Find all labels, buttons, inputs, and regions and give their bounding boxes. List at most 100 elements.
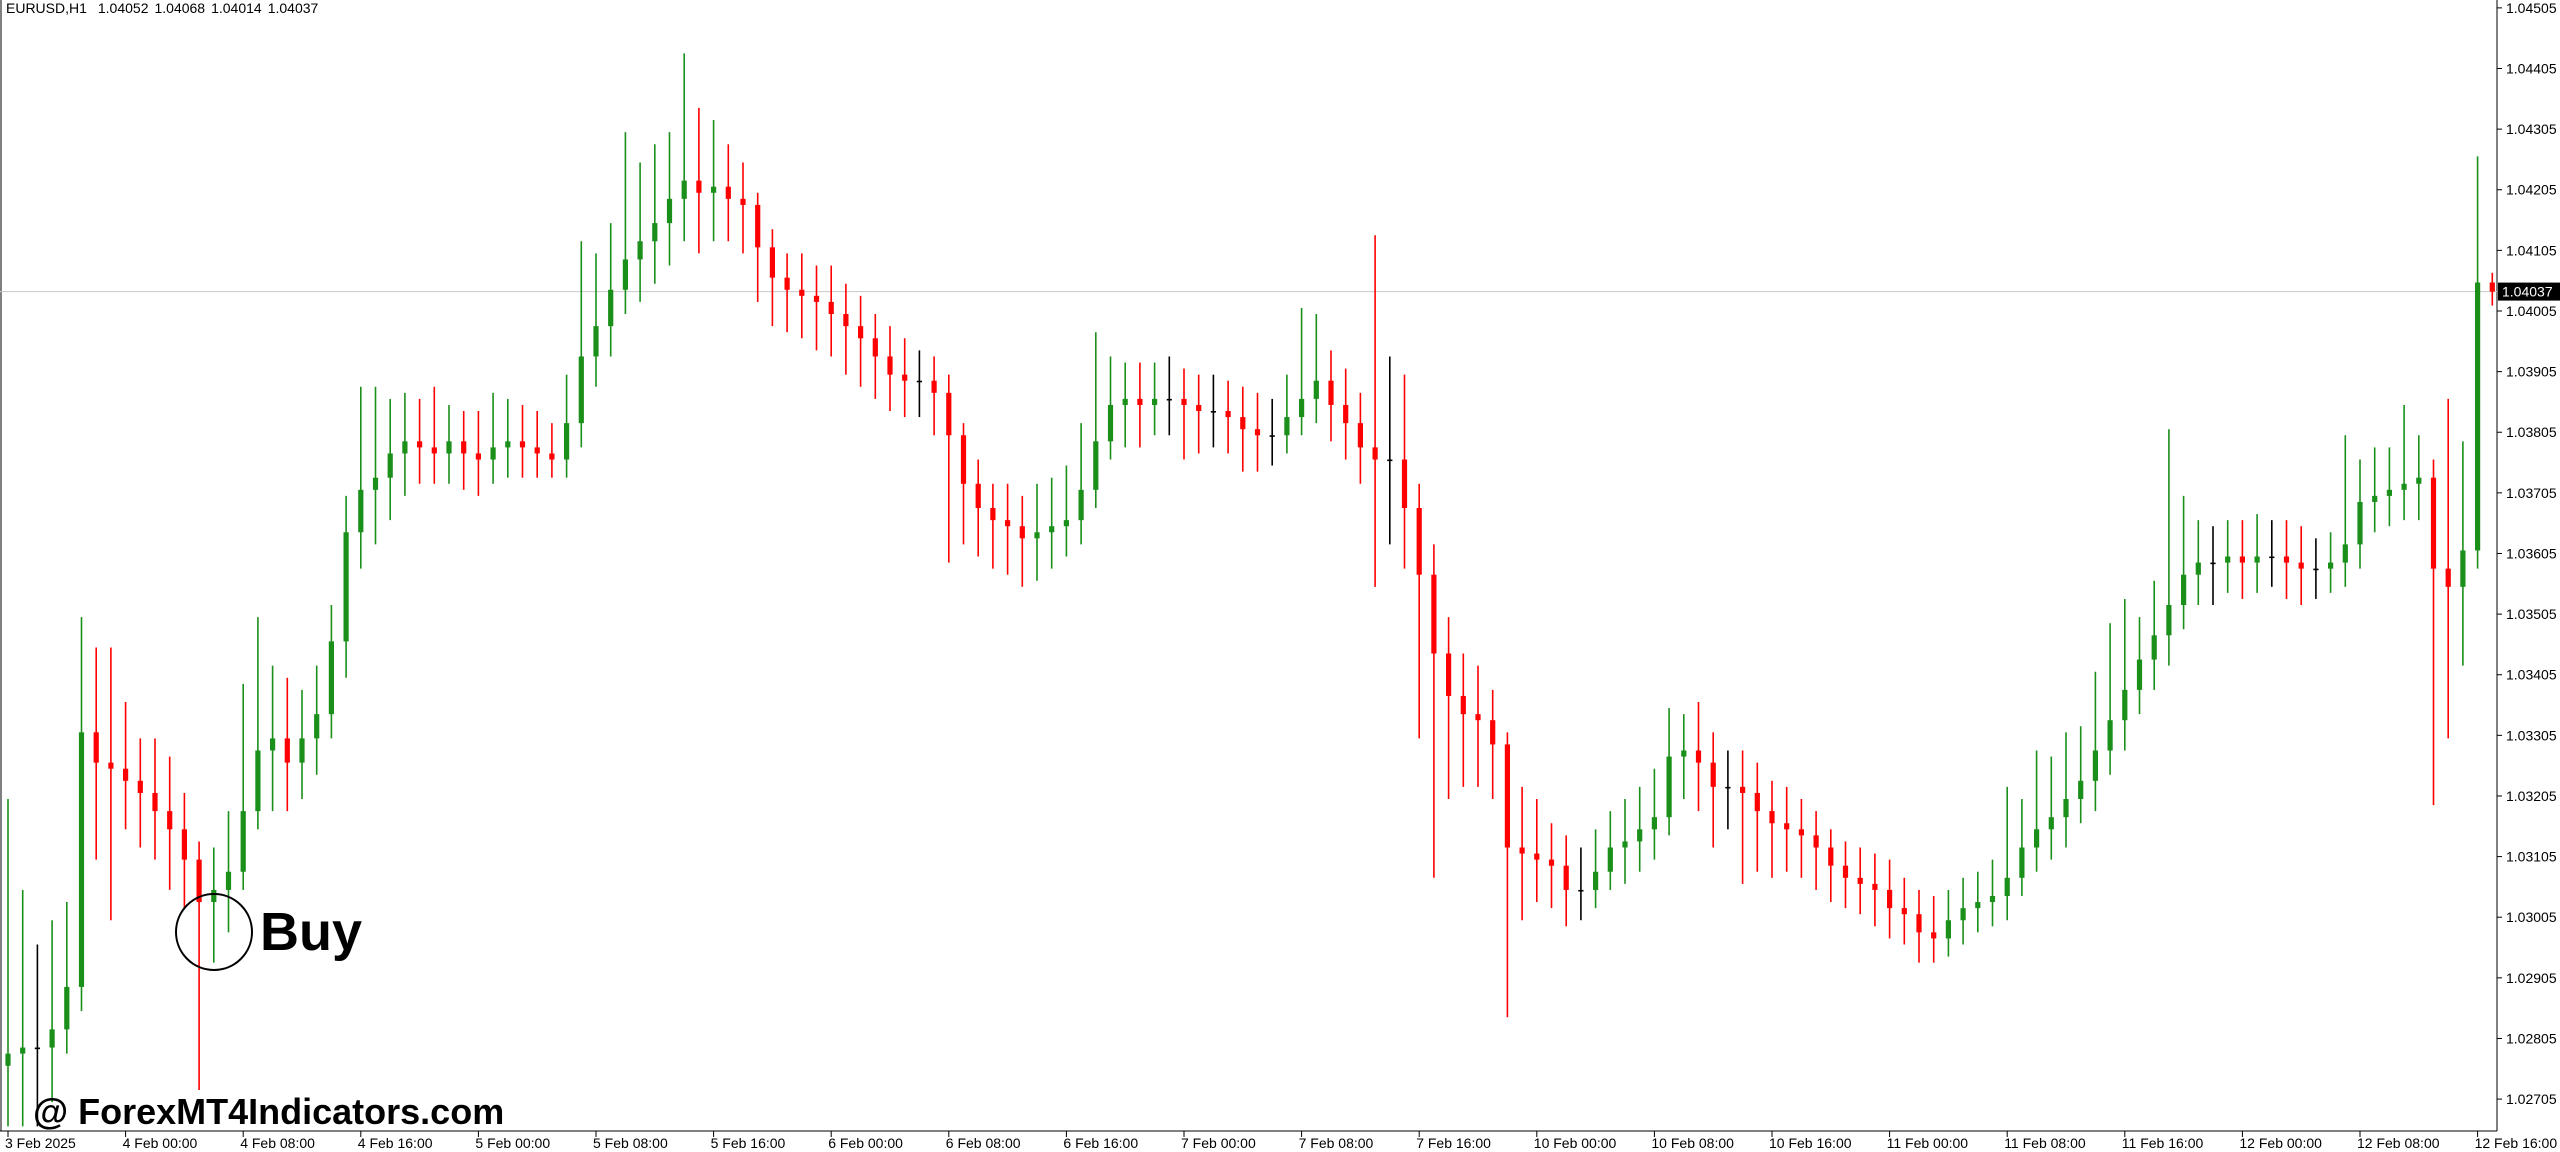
- candle-body: [1460, 695, 1466, 715]
- candle-body: [417, 441, 423, 448]
- x-tick-label: 11 Feb 00:00: [1887, 1135, 1969, 1151]
- candle-body: [666, 198, 673, 224]
- candle-body: [1284, 417, 1290, 436]
- y-tick-label: 1.04205: [2506, 182, 2557, 198]
- candle-body: [2283, 556, 2290, 563]
- candle-body: [225, 871, 232, 890]
- x-tick-label: 6 Feb 00:00: [828, 1135, 903, 1151]
- candle-body: [64, 986, 70, 1030]
- y-tick-label: 1.03105: [2506, 849, 2557, 865]
- candle-body: [711, 186, 717, 193]
- candle-body: [490, 447, 496, 460]
- candle-body: [299, 738, 305, 763]
- candle-body: [1093, 441, 1099, 490]
- y-tick-label: 1.04105: [2506, 242, 2557, 258]
- header-low: 1.04014: [211, 0, 262, 16]
- candle-body: [1931, 932, 1937, 939]
- candle-body: [123, 768, 129, 781]
- candle-body: [372, 477, 379, 490]
- candle-body: [1563, 865, 1569, 890]
- candle-body: [1152, 398, 1158, 405]
- candle-body: [49, 1029, 55, 1048]
- candle-body: [2386, 489, 2392, 496]
- candle-body: [2019, 847, 2025, 878]
- candle-body: [1431, 574, 1437, 654]
- candle-body: [343, 532, 349, 642]
- candle-body: [578, 356, 584, 424]
- y-tick-label: 1.02705: [2506, 1091, 2557, 1107]
- candle-body: [1578, 889, 1584, 892]
- x-tick-label: 5 Feb 16:00: [711, 1135, 786, 1151]
- current-price-label: 1.04037: [2502, 284, 2553, 300]
- header-open: 1.04052: [98, 0, 149, 16]
- candle-body: [240, 811, 246, 872]
- candle-body: [1872, 883, 1878, 890]
- candle-body: [1166, 398, 1172, 401]
- candle-body: [990, 508, 996, 521]
- candle-body: [505, 441, 511, 448]
- candle-body: [1784, 823, 1790, 830]
- y-tick-label: 1.03005: [2506, 909, 2557, 925]
- candle-body: [2357, 501, 2363, 545]
- candle-body: [2063, 799, 2069, 818]
- candle-body: [1372, 447, 1378, 460]
- candle-body: [1504, 744, 1510, 848]
- candle-body: [1343, 404, 1349, 424]
- candle-body: [960, 435, 967, 484]
- candle-body: [2445, 568, 2451, 587]
- candle-body: [20, 1047, 26, 1054]
- x-tick-label: 12 Feb 08:00: [2357, 1135, 2440, 1151]
- candle-body: [637, 241, 643, 260]
- candle-body: [314, 714, 320, 739]
- x-tick-label: 11 Feb 16:00: [2122, 1135, 2204, 1151]
- y-tick-label: 1.04005: [2506, 303, 2557, 319]
- candle-body: [1710, 762, 1716, 787]
- candle-body: [519, 441, 526, 448]
- y-tick-label: 1.02905: [2506, 970, 2557, 986]
- candle-body: [387, 453, 393, 478]
- header-close: 1.04037: [268, 0, 319, 16]
- candle-body: [1210, 411, 1216, 413]
- candle-body: [1548, 859, 1555, 866]
- candle-body: [211, 889, 217, 903]
- candle-body: [2092, 750, 2098, 781]
- candle-body: [2210, 562, 2216, 565]
- candle-body: [2225, 556, 2231, 563]
- candle-body: [1607, 847, 1613, 872]
- candle-body: [1049, 526, 1055, 533]
- candle-body: [843, 314, 849, 327]
- candle-body: [1313, 380, 1319, 399]
- candle-body: [1005, 520, 1011, 527]
- symbol: EURUSD,H1: [6, 0, 87, 16]
- candle-body: [769, 247, 775, 278]
- x-tick-label: 5 Feb 00:00: [475, 1135, 550, 1151]
- candle-body: [2475, 282, 2481, 551]
- candle-body: [2342, 544, 2348, 563]
- candle-body: [1078, 489, 1084, 521]
- signal-label: Buy: [260, 902, 362, 962]
- candle-body: [2313, 568, 2319, 571]
- candle-body: [1225, 411, 1231, 418]
- y-tick-label: 1.04305: [2506, 121, 2557, 137]
- x-tick-label: 7 Feb 00:00: [1181, 1135, 1256, 1151]
- candle-body: [1019, 526, 1025, 539]
- candle-body: [1387, 459, 1393, 462]
- candle-body: [78, 732, 85, 987]
- x-tick-label: 10 Feb 00:00: [1534, 1135, 1617, 1151]
- header: EURUSD,H1 1.04052 1.04068 1.04014 1.04037: [6, 0, 319, 16]
- y-tick-label: 1.03405: [2506, 667, 2557, 683]
- candle-body: [5, 1053, 11, 1066]
- candle-body: [1695, 750, 1702, 763]
- candle-body: [1137, 398, 1143, 405]
- candle-body: [1651, 817, 1657, 830]
- candle-body: [34, 1047, 40, 1050]
- candle-body: [270, 738, 276, 751]
- candle-body: [902, 374, 908, 381]
- candle-body: [2181, 574, 2187, 606]
- candle-body: [2401, 483, 2407, 490]
- candle-body: [137, 780, 143, 793]
- candle-body: [872, 338, 878, 357]
- candle-body: [2489, 282, 2495, 292]
